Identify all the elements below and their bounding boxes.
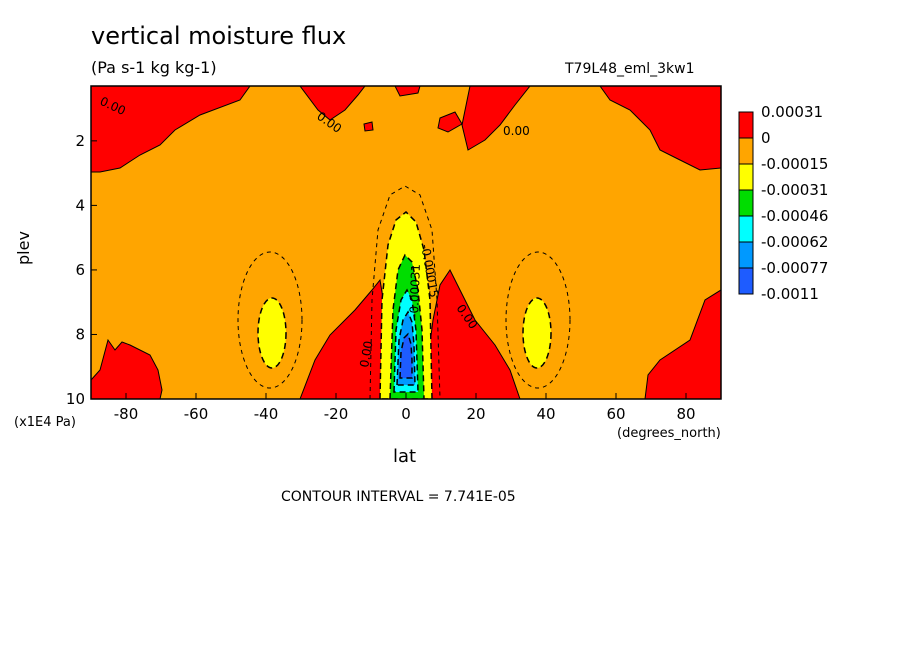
colorbar-label: -0.00077 <box>761 259 828 277</box>
x-axis-label: lat <box>393 446 417 467</box>
dashed-contour-north <box>505 251 571 389</box>
x-tick-label: -20 <box>324 405 349 423</box>
y-axis-label: plev <box>14 231 33 265</box>
y-axis-unit: (x1E4 Pa) <box>14 415 76 430</box>
colorbar-swatch <box>738 163 754 191</box>
x-tick-label: 80 <box>676 405 695 423</box>
colorbar: 0.00031 0 -0.00015 -0.00031 -0.00046 -0.00062… <box>738 103 828 303</box>
x-tick-label: 40 <box>536 405 555 423</box>
x-tick-label: -80 <box>114 405 139 423</box>
red-region-small-1 <box>363 121 374 132</box>
colorbar-swatch <box>738 241 754 269</box>
chart-units: (Pa s-1 kg kg-1) <box>91 58 217 77</box>
x-tick-label: -60 <box>184 405 209 423</box>
red-region-bottom-left <box>91 338 163 399</box>
contour-label: 0.00 <box>503 124 530 138</box>
dashed-contour-south <box>237 251 303 389</box>
red-region-top-right <box>599 86 721 171</box>
colorbar-swatch <box>738 137 754 165</box>
colorbar-label: -0.00031 <box>761 181 828 199</box>
y-tick-label: 8 <box>75 325 85 343</box>
y-tick-label: 2 <box>75 132 85 150</box>
y-axis: 2 4 6 8 10 <box>66 132 97 408</box>
x-tick-label: 60 <box>606 405 625 423</box>
contour-label: -0.00031 <box>407 264 423 318</box>
red-region-small-2 <box>437 111 463 133</box>
red-region-top-center-right <box>461 86 531 151</box>
chart-title: vertical moisture flux <box>91 22 347 50</box>
colorbar-label: -0.00046 <box>761 207 828 225</box>
colorbar-label: -0.0011 <box>761 285 819 303</box>
colorbar-swatch <box>738 267 754 295</box>
colorbar-swatch <box>738 189 754 217</box>
red-region-top-left <box>91 86 251 173</box>
contour-interval: CONTOUR INTERVAL = 7.741E-05 <box>281 489 516 505</box>
y-tick-label: 10 <box>66 390 85 408</box>
red-region-top-center <box>394 86 421 97</box>
colorbar-label: 0 <box>761 129 771 147</box>
y-tick-label: 6 <box>75 261 85 279</box>
colorbar-swatch <box>738 215 754 243</box>
yellow-blob-south <box>257 297 287 369</box>
contour-field <box>91 86 721 399</box>
yellow-blob-north <box>522 297 552 369</box>
colorbar-label: 0.00031 <box>761 103 823 121</box>
contour-label: 0.00 <box>357 340 375 369</box>
x-axis-unit: (degrees_north) <box>617 426 721 441</box>
y-tick-label: 4 <box>75 196 85 214</box>
colorbar-label: -0.00015 <box>761 155 828 173</box>
blue-core <box>399 332 413 379</box>
x-axis: -80 -60 -40 -20 0 20 40 60 80 <box>114 393 696 423</box>
red-region-bottom-right <box>644 289 721 399</box>
red-region-top-center-left <box>299 86 366 121</box>
x-tick-label: -40 <box>254 405 279 423</box>
dashed-contour-outer <box>369 185 441 399</box>
x-tick-label: 20 <box>466 405 485 423</box>
run-id: T79L48_eml_3kw1 <box>565 61 695 77</box>
colorbar-label: -0.00062 <box>761 233 828 251</box>
colorbar-swatch <box>738 111 754 139</box>
x-tick-label: 0 <box>401 405 411 423</box>
